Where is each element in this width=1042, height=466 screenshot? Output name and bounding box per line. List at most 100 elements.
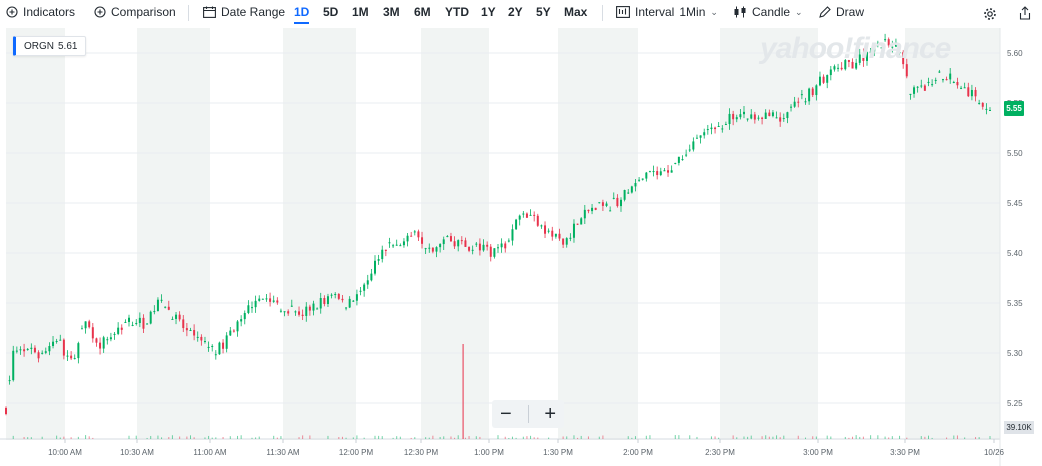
candle-body (48, 346, 51, 352)
volume-bar (504, 436, 506, 439)
volume-bar (41, 436, 43, 439)
candle-body (652, 171, 655, 173)
volume-bar (327, 435, 329, 439)
ticker-badge[interactable]: ORGN 5.61 (13, 36, 87, 56)
range-6m-button[interactable]: 6M (414, 5, 431, 19)
plus-circle-icon (6, 6, 18, 18)
settings-gear-icon[interactable] (983, 7, 997, 21)
date-range-button[interactable]: Date Range (203, 5, 285, 19)
volume-bar (627, 436, 629, 439)
range-1d-button[interactable]: 1D (294, 5, 310, 24)
ticker-price: 5.61 (58, 40, 78, 52)
candle-body (232, 330, 235, 332)
candle-body (576, 223, 579, 225)
volume-bar (862, 436, 864, 439)
candle-body (764, 112, 767, 119)
candle-body (178, 314, 181, 320)
candle-body (572, 223, 575, 238)
candle-body (475, 243, 478, 245)
candle-body (583, 209, 586, 219)
volume-bar (750, 435, 752, 439)
candle-body (189, 330, 192, 332)
zoom-in-button[interactable]: + (544, 403, 557, 425)
range-1y-button[interactable]: 1Y (481, 5, 496, 19)
candle-body (272, 300, 275, 302)
zoom-out-button[interactable]: − (499, 403, 512, 425)
range-2y-button[interactable]: 2Y (508, 5, 523, 19)
volume-bar (888, 437, 890, 439)
indicators-label: Indicators (23, 5, 76, 19)
volume-bar (645, 435, 647, 439)
interval-value: 1Min (679, 5, 706, 19)
candle-body (515, 219, 518, 230)
indicators-button[interactable]: Indicators (6, 5, 75, 19)
volume-bar (157, 435, 159, 439)
candle-body (876, 42, 879, 44)
candle-body (504, 243, 507, 249)
toolbar-divider (602, 5, 603, 21)
candle-body (23, 349, 26, 352)
candle-body (627, 192, 630, 194)
volume-bar (454, 437, 456, 439)
volume-bar (399, 436, 401, 439)
interval-label: Interval (635, 5, 675, 19)
candle-body (818, 76, 821, 86)
volume-bar (150, 435, 152, 439)
volume-bar (27, 437, 29, 439)
share-icon[interactable] (1019, 6, 1031, 20)
interval-dropdown[interactable]: Interval 1Min ⌄ (616, 5, 718, 19)
comparison-label: Comparison (111, 5, 176, 19)
candle-body (558, 233, 561, 239)
volume-bar (566, 436, 568, 439)
candle-body (829, 69, 832, 76)
candle-body (909, 93, 912, 95)
candle-body (815, 85, 818, 96)
chart-type-dropdown[interactable]: Candle ⌄ (733, 5, 803, 19)
candle-body (109, 337, 112, 340)
candle-body (193, 330, 196, 336)
range-1m-button[interactable]: 1M (352, 5, 369, 19)
volume-bar (497, 435, 499, 439)
range-5d-button[interactable]: 5D (323, 5, 339, 19)
candle-body (211, 345, 214, 347)
candle-body (222, 342, 225, 349)
candle-body (30, 347, 33, 349)
plus-circle-icon (94, 6, 106, 18)
candle-body (732, 113, 735, 120)
volume-bar (414, 437, 416, 439)
candle-body (905, 64, 908, 77)
candle-body (554, 233, 557, 237)
candle-body (511, 229, 514, 241)
candle-body (167, 306, 170, 310)
candle-body (254, 300, 257, 308)
draw-button[interactable]: Draw (818, 5, 864, 19)
candle-body (124, 321, 127, 323)
price-chart[interactable]: 5.25 5.30 5.35 5.40 5.45 5.50 5.55 5.60 10:00 A… (0, 28, 1042, 466)
volume-bar (899, 435, 901, 439)
volume-bar (891, 436, 893, 439)
volume-bar (179, 436, 181, 439)
candle-body (605, 203, 608, 206)
x-axis: 10:00 AM 10:30 AM 11:00 AM 11:30 AM 12:00 PM… (48, 439, 1005, 457)
volume-bar (240, 435, 242, 439)
candle-body (366, 280, 369, 285)
volume-bar (168, 437, 170, 439)
volume-bar (747, 436, 749, 439)
range-ytd-button[interactable]: YTD (445, 5, 469, 19)
range-max-button[interactable]: Max (564, 5, 588, 19)
candle-body (52, 341, 55, 347)
candle-body (471, 249, 474, 251)
candle-body (319, 298, 322, 309)
range-3m-button[interactable]: 3M (383, 5, 400, 19)
candle-body (659, 171, 662, 176)
candle-body (793, 101, 796, 107)
time-band (137, 28, 210, 440)
candle-body (203, 341, 206, 343)
candle-body (710, 127, 713, 130)
candle-body (677, 156, 680, 163)
range-5y-button[interactable]: 5Y (536, 5, 551, 19)
comparison-button[interactable]: Comparison (94, 5, 176, 19)
candle-body (345, 307, 348, 309)
candle-body (884, 39, 887, 41)
volume-bar (573, 435, 575, 439)
